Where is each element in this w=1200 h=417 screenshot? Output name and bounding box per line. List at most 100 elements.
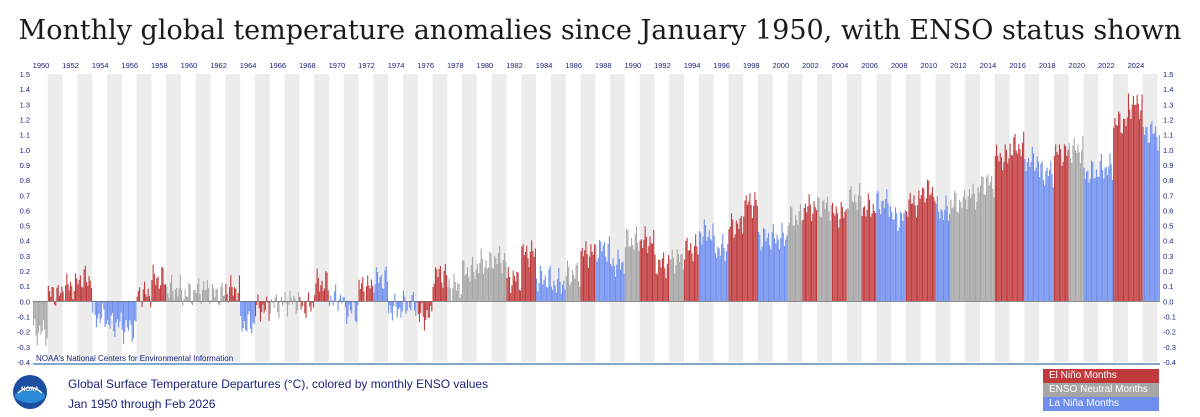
month-bar [325, 271, 327, 302]
month-bar [404, 296, 406, 302]
month-bar [210, 300, 212, 302]
y-tick-label: 1.5 [20, 70, 30, 79]
month-bar [967, 195, 969, 302]
x-tick-label: 1970 [329, 61, 346, 70]
month-bar [691, 253, 693, 302]
month-bar [660, 267, 662, 302]
month-bar [512, 270, 514, 302]
month-bar [947, 220, 949, 302]
month-bar [272, 301, 274, 303]
month-bar [961, 208, 963, 302]
month-bar [623, 273, 625, 302]
month-bar [312, 301, 314, 308]
month-bar [984, 194, 986, 302]
month-bar [420, 301, 422, 313]
month-bar [573, 274, 575, 302]
year-band [550, 74, 566, 362]
month-bar [62, 291, 64, 302]
month-bar [253, 301, 255, 325]
month-bar [257, 294, 259, 302]
month-bar [341, 301, 343, 304]
legend-la-nina: La Niña Months [1043, 397, 1159, 411]
month-bar [855, 202, 857, 302]
month-bar [828, 211, 830, 302]
month-bar [893, 219, 895, 302]
y-tick-label: 0.5 [1163, 222, 1173, 231]
month-bar [1044, 185, 1046, 302]
month-bar [613, 265, 615, 302]
y-tick-label: 0.1 [20, 282, 30, 291]
month-bar [87, 285, 89, 302]
month-bar [354, 301, 356, 322]
month-bar [1004, 144, 1006, 302]
month-bar [1018, 144, 1020, 302]
month-bar [876, 193, 878, 302]
month-bar [388, 301, 390, 314]
month-bar [523, 255, 525, 302]
month-bar [486, 268, 488, 302]
month-bar [169, 282, 171, 302]
month-bar [449, 288, 451, 302]
month-bar [528, 267, 530, 302]
month-bar [631, 237, 633, 302]
month-bar [34, 301, 36, 319]
month-bar [1030, 161, 1032, 302]
month-bar [1032, 153, 1035, 302]
month-bar [1057, 154, 1059, 302]
x-tick-label: 1974 [388, 61, 405, 70]
month-bar [397, 301, 400, 310]
month-bar [833, 212, 835, 302]
y-axis-left: 1.5 1.4 1.3 1.2 1.1 1.0 0.9 0.8 0.7 0.6 0.5 0.4 0.3 0… [17, 70, 30, 367]
month-bar [33, 301, 35, 326]
month-bar [783, 246, 786, 302]
month-bar [183, 299, 185, 302]
month-bar [728, 229, 730, 302]
month-bar [587, 267, 589, 302]
month-bar [579, 286, 581, 302]
month-bar [537, 291, 539, 302]
month-bar [1000, 157, 1003, 302]
month-bar [766, 237, 768, 302]
month-bar [316, 268, 318, 302]
y-tick-label: 1.2 [20, 115, 30, 124]
month-bar [707, 236, 709, 302]
month-bar [973, 193, 975, 302]
month-bar [878, 208, 880, 302]
month-bar [1029, 166, 1031, 302]
y-tick-label: 0.8 [20, 176, 30, 185]
month-bar [754, 192, 756, 302]
month-bar [84, 265, 86, 302]
month-bar [381, 288, 384, 302]
month-bar [975, 209, 977, 302]
year-band [758, 74, 773, 362]
month-bar [1058, 144, 1060, 302]
y-tick-label: 1.1 [20, 131, 30, 140]
month-bar [946, 205, 948, 302]
month-bar [564, 289, 566, 302]
month-bar [481, 258, 483, 302]
month-bar [250, 301, 252, 329]
month-bar [73, 291, 75, 302]
month-bar [1047, 176, 1049, 302]
month-bar [598, 240, 601, 302]
month-bar [460, 293, 462, 302]
month-bar [164, 284, 167, 302]
month-bar [310, 301, 312, 312]
temperature-bars [33, 93, 1160, 346]
month-bar [575, 265, 577, 302]
year-band [225, 74, 241, 362]
month-bar [741, 233, 744, 302]
month-bar [552, 290, 554, 302]
y-tick-label: 0.6 [20, 206, 30, 215]
month-bar [196, 284, 199, 302]
month-bar [198, 278, 200, 302]
month-bar [962, 196, 964, 302]
month-bar [1126, 117, 1128, 302]
month-bar [1037, 161, 1040, 302]
month-bar [1105, 166, 1107, 302]
month-bar [1157, 150, 1159, 302]
month-bar [123, 301, 125, 344]
month-bar [647, 252, 649, 302]
month-bar [776, 234, 778, 302]
month-bar [544, 275, 546, 302]
